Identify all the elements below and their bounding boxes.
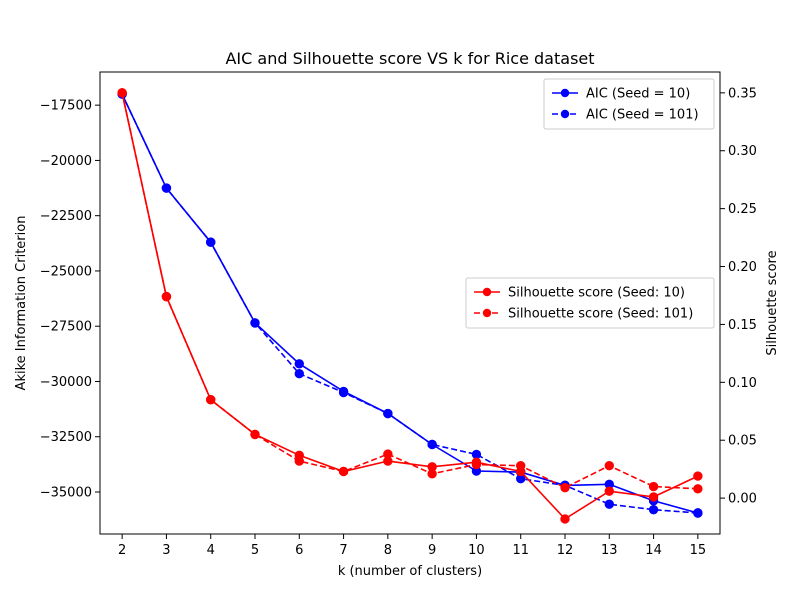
x-tick-label-13: 13 bbox=[601, 543, 618, 558]
silhouette-series-1-point-3 bbox=[161, 291, 172, 302]
silhouette-series-0-point-15 bbox=[693, 471, 703, 481]
silhouette-series-1-point-8 bbox=[383, 449, 393, 459]
legend-silhouette-box bbox=[465, 277, 715, 329]
x-tick-label-4: 4 bbox=[207, 543, 215, 558]
y-right-tick-label-5: 0.10 bbox=[728, 376, 757, 391]
legend-aic-box bbox=[543, 78, 715, 130]
silhouette-series-0-point-13 bbox=[604, 486, 614, 496]
legend-silhouette-swatch-marker-0 bbox=[482, 287, 492, 297]
silhouette-series-1-point-13 bbox=[604, 460, 614, 471]
plot-frame bbox=[99, 71, 721, 535]
chart-title: AIC and Silhouette score VS k for Rice d… bbox=[225, 49, 594, 68]
silhouette-series-1-point-5 bbox=[250, 429, 260, 440]
x-tick-label-8: 8 bbox=[384, 543, 392, 558]
legend-silhouette-swatch-marker-1 bbox=[482, 308, 492, 318]
x-tick-label-14: 14 bbox=[645, 543, 662, 558]
aic-series-1-point-9 bbox=[427, 439, 437, 450]
aic-series-1-point-7 bbox=[338, 387, 349, 398]
y-axis-right-title: Silhouette score bbox=[765, 250, 780, 355]
y-right-tick-label-4: 0.15 bbox=[728, 318, 757, 333]
x-axis-title: k (number of clusters) bbox=[338, 564, 482, 579]
y-left-tick-label-7: −35000 bbox=[40, 486, 92, 501]
y-left-tick-label-1: −20000 bbox=[40, 154, 92, 169]
y-left-tick-label-6: −32500 bbox=[40, 430, 92, 445]
aic-series-1-point-8 bbox=[383, 408, 393, 419]
aic-series-1-point-15 bbox=[693, 508, 703, 518]
x-tick-label-5: 5 bbox=[251, 543, 259, 558]
x-tick-label-7: 7 bbox=[339, 543, 347, 558]
legend-aic-entry-0: AIC (Seed = 10) bbox=[586, 87, 690, 102]
legend-silhouette-entry-0: Silhouette score (Seed: 10) bbox=[508, 286, 685, 301]
y-right-tick-label-3: 0.20 bbox=[728, 260, 757, 275]
legend-aic: AIC (Seed = 10) AIC (Seed = 101) bbox=[543, 78, 715, 130]
aic-series-1-point-14 bbox=[648, 504, 659, 515]
silhouette-series-1-point-10 bbox=[471, 459, 482, 470]
silhouette-series-1-point-6 bbox=[294, 456, 304, 466]
silhouette-series-1-point-12 bbox=[560, 482, 570, 493]
silhouette-series-0-point-12 bbox=[560, 514, 570, 524]
silhouette-series-1-point-9 bbox=[427, 469, 437, 479]
y-right-tick-label-0: 0.35 bbox=[728, 86, 757, 101]
silhouette-series-line-0 bbox=[121, 92, 699, 520]
y-left-tick-label-2: −22500 bbox=[40, 209, 92, 224]
silhouette-series-1-point-2 bbox=[117, 88, 127, 98]
aic-series-1-point-6 bbox=[294, 369, 304, 379]
y-axis-left-title: Akike Information Criterion bbox=[14, 216, 29, 391]
y-right-tick-label-7: 0.00 bbox=[728, 492, 757, 507]
y-left-tick-label-5: −30000 bbox=[40, 375, 92, 390]
legend-aic-entry-1: AIC (Seed = 101) bbox=[586, 108, 699, 123]
aic-series-1-point-3 bbox=[161, 183, 172, 193]
legend-silhouette: Silhouette score (Seed: 10) Silhouette sc… bbox=[465, 277, 715, 329]
silhouette-series-1-point-4 bbox=[206, 394, 216, 405]
silhouette-series-1-point-11 bbox=[516, 460, 526, 471]
y-right-tick-label-6: 0.05 bbox=[728, 434, 757, 449]
legend-silhouette-entry-1: Silhouette score (Seed: 101) bbox=[508, 307, 693, 322]
legend-aic-swatch-marker-0 bbox=[560, 88, 570, 98]
silhouette-series-line-1 bbox=[121, 92, 698, 490]
x-tick-label-3: 3 bbox=[162, 543, 170, 558]
y-left-tick-label-3: −25000 bbox=[40, 264, 92, 279]
silhouette-series-0-point-14 bbox=[648, 492, 659, 502]
aic-series-line-1 bbox=[121, 93, 698, 514]
x-tick-label-12: 12 bbox=[557, 543, 574, 558]
aic-series-1-point-10 bbox=[471, 449, 482, 460]
y-left-tick-label-4: −27500 bbox=[40, 320, 92, 335]
plot-area: 2 3 4 5 6 7 8 9 10 11 12 13 14 15 −17500 −20000 −22500 −2… bbox=[40, 71, 757, 558]
aic-series-1-point-13 bbox=[604, 499, 614, 509]
legend-aic-swatch-marker-1 bbox=[560, 109, 570, 119]
y-left-tick-label-0: −17500 bbox=[40, 99, 92, 114]
x-tick-label-10: 10 bbox=[468, 543, 485, 558]
aic-series-1-point-5 bbox=[250, 318, 260, 328]
silhouette-series-1-point-14 bbox=[648, 481, 659, 492]
x-tick-label-2: 2 bbox=[118, 543, 126, 558]
x-tick-label-6: 6 bbox=[295, 543, 303, 558]
x-tick-label-9: 9 bbox=[428, 543, 436, 558]
y-right-tick-label-1: 0.30 bbox=[728, 144, 757, 159]
silhouette-series-1-point-15 bbox=[693, 484, 703, 494]
silhouette-series-1-point-7 bbox=[338, 466, 349, 477]
y-right-tick-label-2: 0.25 bbox=[728, 202, 757, 217]
aic-series-1-point-4 bbox=[206, 237, 216, 247]
x-tick-label-11: 11 bbox=[512, 543, 529, 558]
x-tick-label-15: 15 bbox=[690, 543, 707, 558]
aic-series-0-point-6 bbox=[294, 359, 304, 369]
